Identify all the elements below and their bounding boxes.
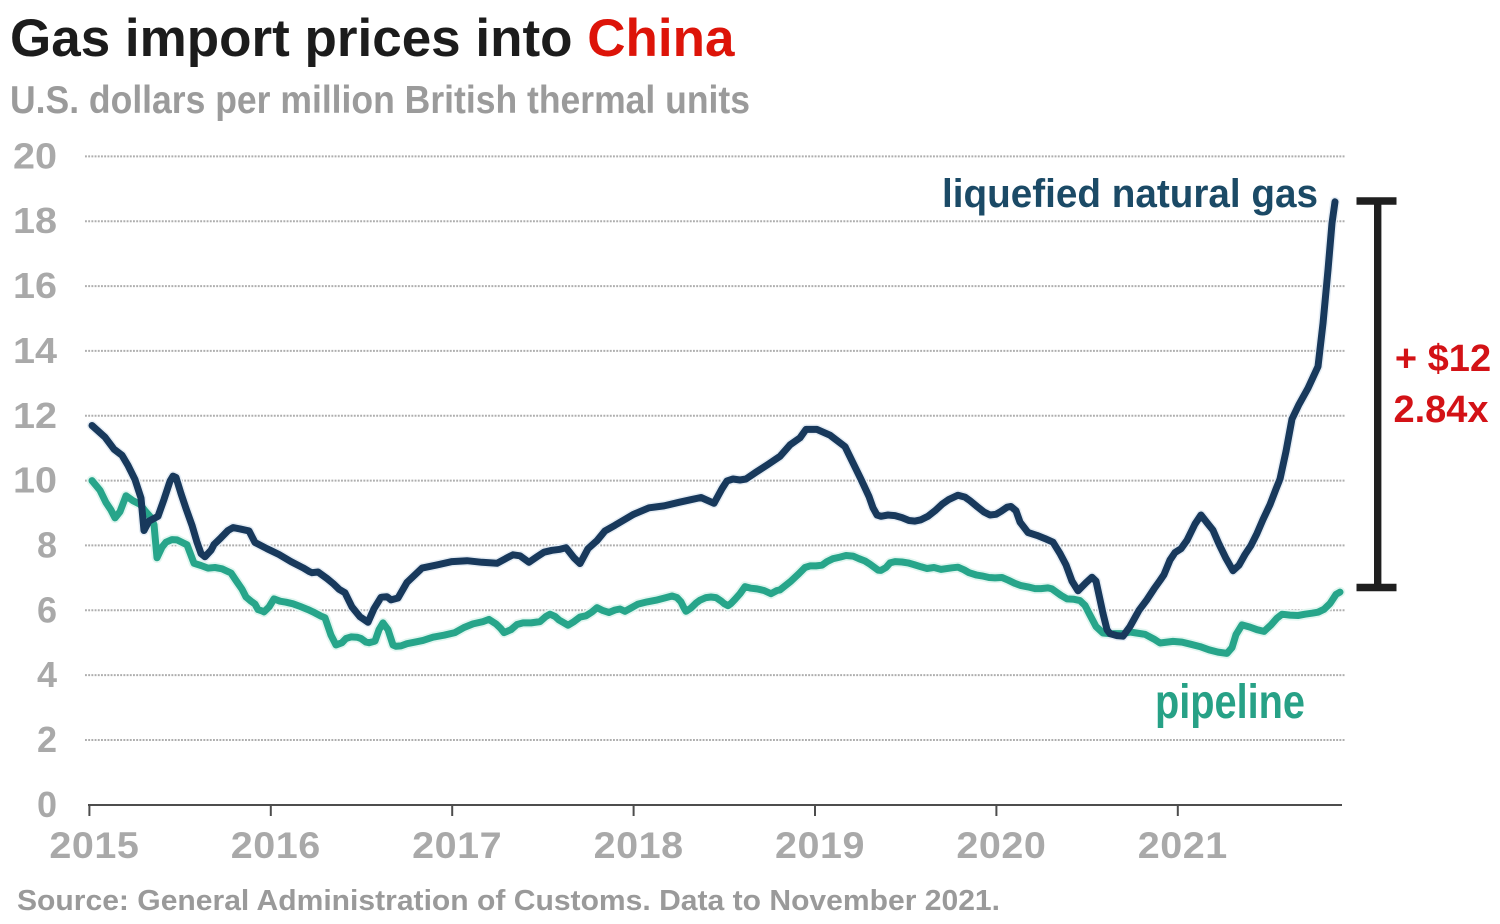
svg-text:2.84x: 2.84x xyxy=(1393,389,1488,431)
svg-text:2020: 2020 xyxy=(956,825,1046,866)
svg-text:2019: 2019 xyxy=(775,825,865,866)
svg-text:pipeline: pipeline xyxy=(1155,676,1305,729)
svg-text:18: 18 xyxy=(13,200,57,241)
svg-text:10: 10 xyxy=(13,460,57,501)
svg-text:0: 0 xyxy=(37,784,57,825)
svg-text:U.S. dollars per million Briti: U.S. dollars per million British thermal… xyxy=(10,79,750,122)
svg-text:6: 6 xyxy=(37,589,57,630)
svg-text:14: 14 xyxy=(13,330,57,371)
svg-text:4: 4 xyxy=(37,654,57,695)
svg-text:2021: 2021 xyxy=(1138,825,1228,866)
svg-text:liquefied natural gas: liquefied natural gas xyxy=(942,172,1318,216)
svg-text:2017: 2017 xyxy=(412,825,502,866)
svg-text:Gas import prices into China: Gas import prices into China xyxy=(10,9,735,68)
svg-text:8: 8 xyxy=(37,524,57,565)
svg-text:20: 20 xyxy=(13,135,57,176)
svg-text:2018: 2018 xyxy=(594,825,684,866)
svg-text:2016: 2016 xyxy=(231,825,321,866)
svg-text:+ $12: + $12 xyxy=(1395,338,1491,380)
svg-text:12: 12 xyxy=(13,395,57,436)
svg-text:Source: General Administration: Source: General Administration of Custom… xyxy=(17,885,1000,917)
svg-text:2015: 2015 xyxy=(49,825,139,866)
svg-text:2: 2 xyxy=(37,719,57,760)
svg-text:16: 16 xyxy=(13,265,57,306)
